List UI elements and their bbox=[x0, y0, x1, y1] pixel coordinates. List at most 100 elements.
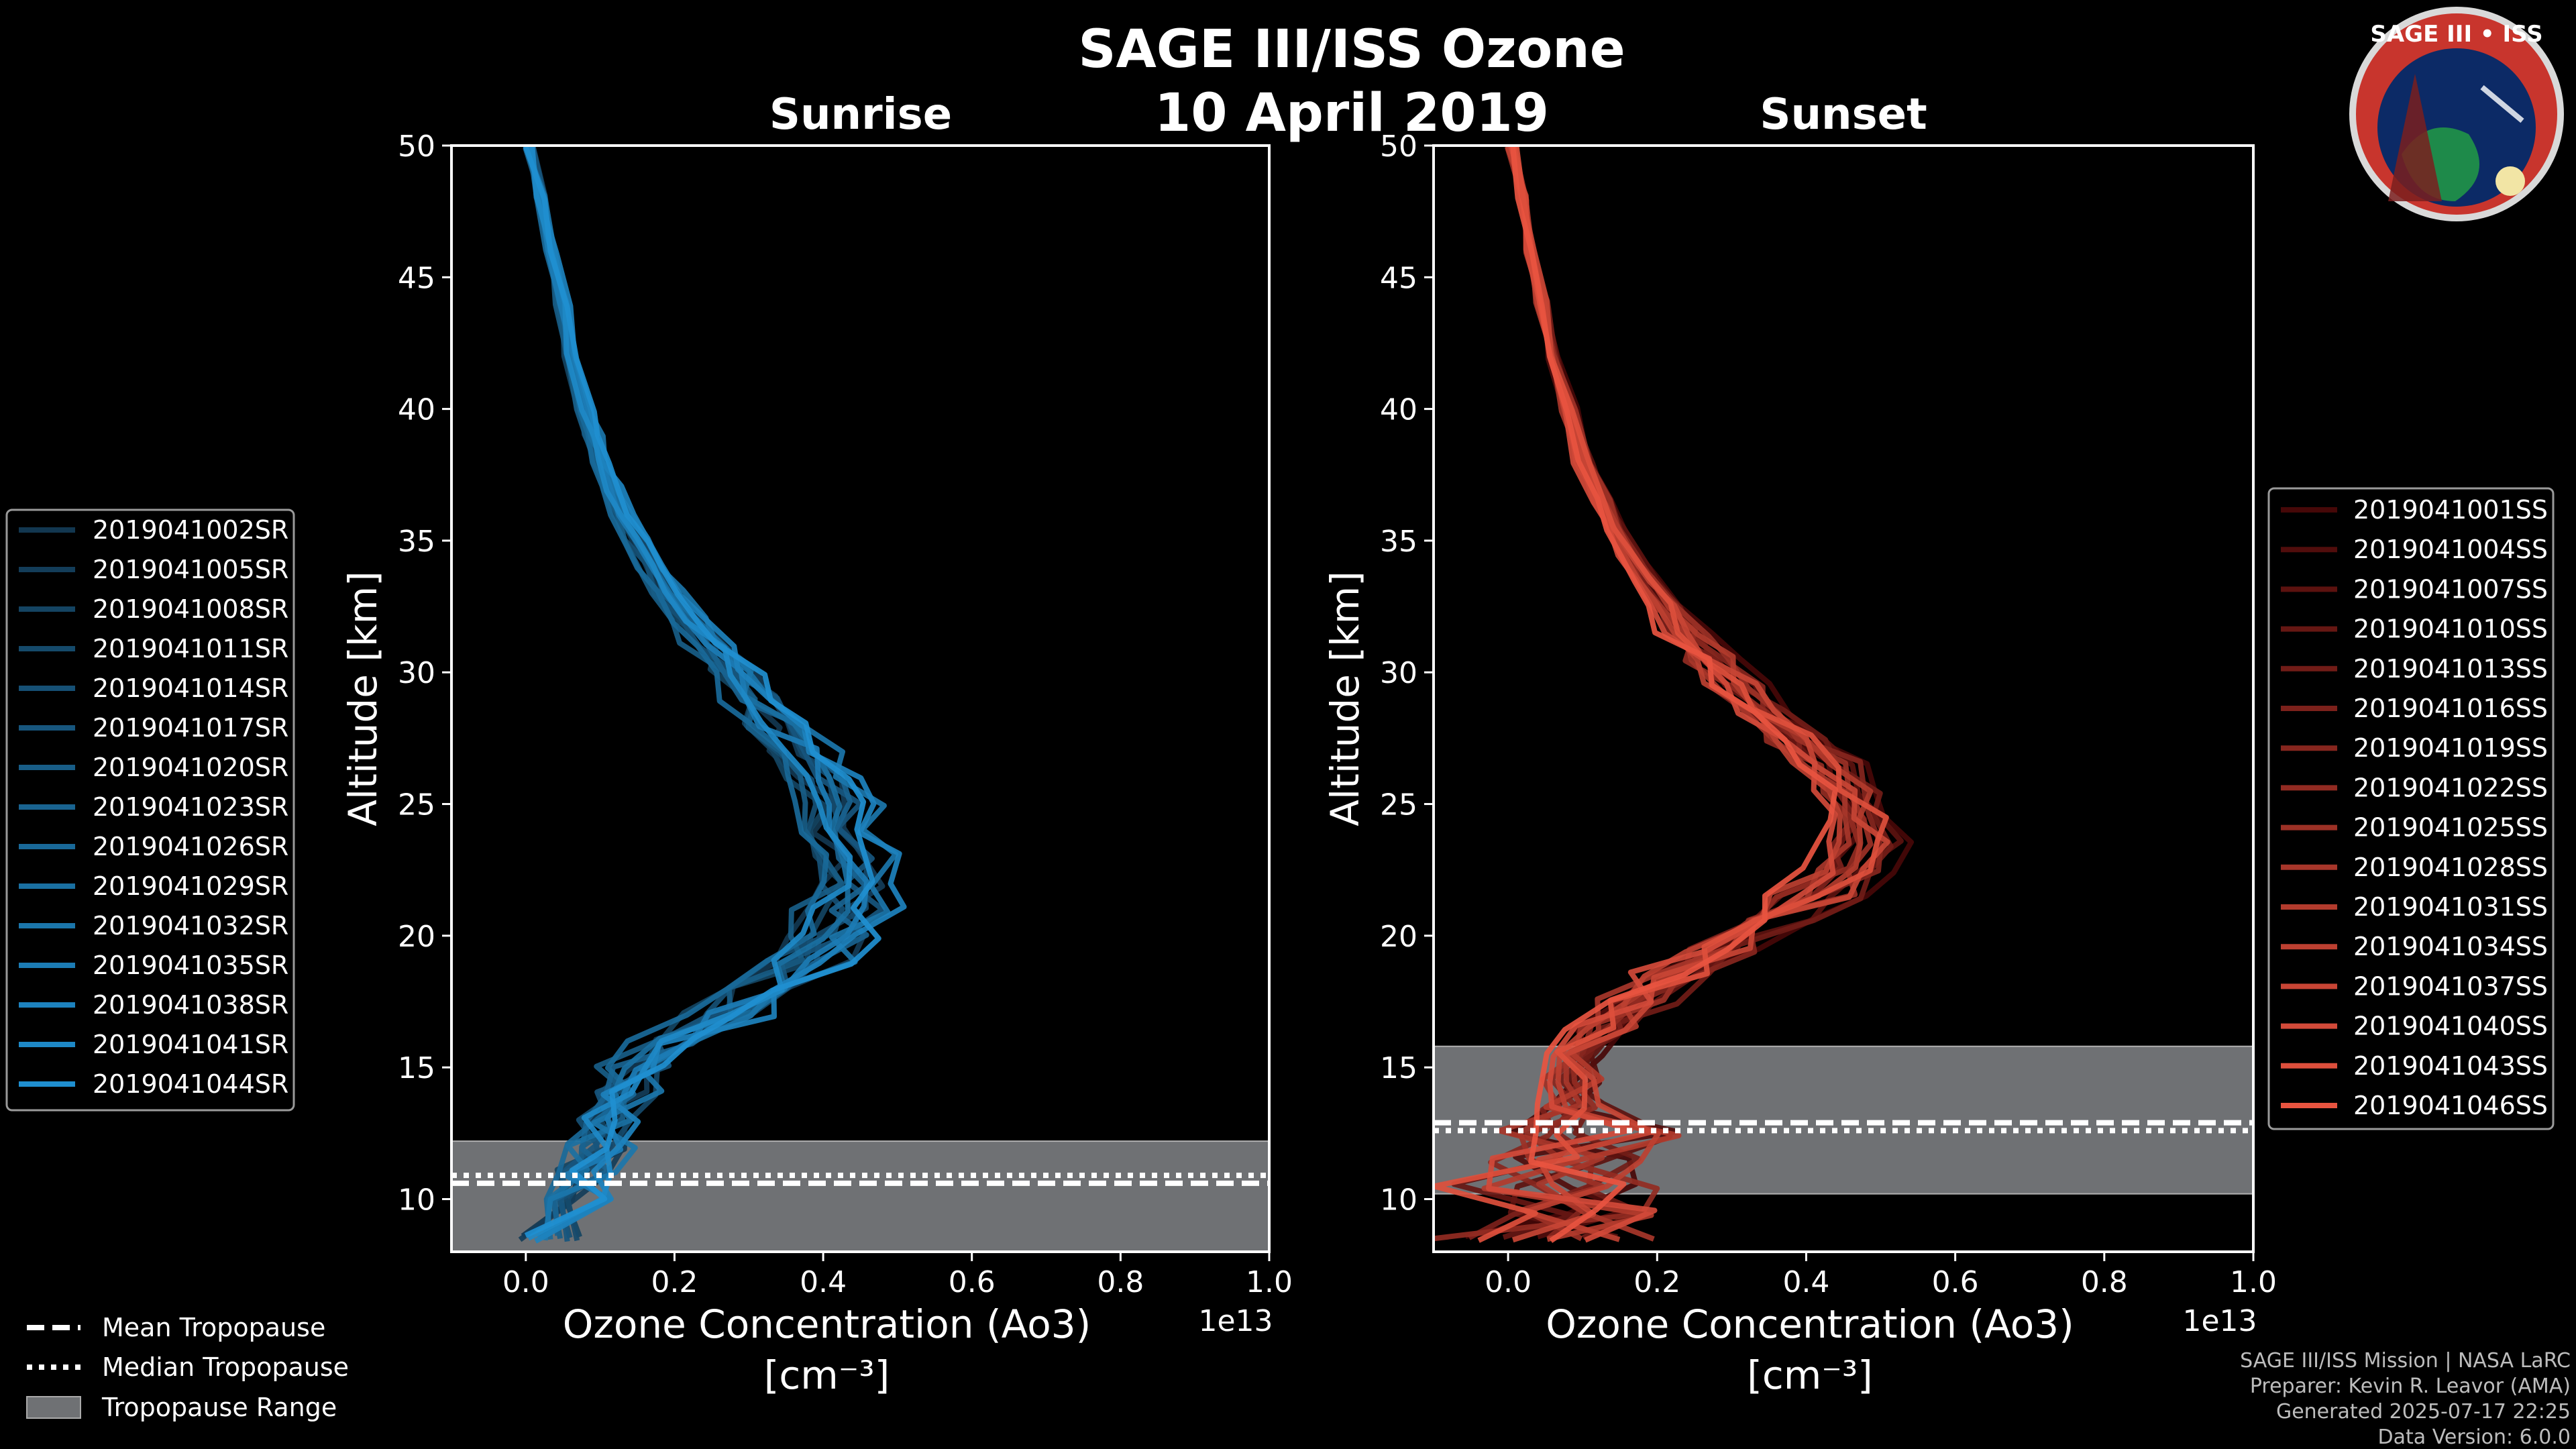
sunrise-legend: 2019041002SR 2019041005SR 2019041008SR 2019… bbox=[5, 508, 295, 1112]
legend-label-2019041038SR: 2019041038SR bbox=[93, 990, 288, 1020]
sunrise-y-axis-label: Altitude [km] bbox=[340, 571, 386, 826]
tropopause-range-label: Tropopause Range bbox=[101, 1393, 337, 1422]
sunset-ytick-label: 20 bbox=[1380, 920, 1417, 954]
legend-label-2019041031SS: 2019041031SS bbox=[2353, 892, 2548, 922]
sunset-ytick-label: 25 bbox=[1380, 788, 1417, 822]
badge-title: SAGE III • ISS bbox=[2370, 21, 2542, 48]
legend-label-2019041020SR: 2019041020SR bbox=[93, 753, 288, 782]
credit-line-2: Preparer: Kevin R. Leavor (AMA) bbox=[2250, 1375, 2571, 1398]
legend-label-2019041004SS: 2019041004SS bbox=[2353, 535, 2548, 564]
credit-line-4: Data Version: 6.0.0 bbox=[2378, 1426, 2571, 1449]
sunrise-xtick-label: 0.0 bbox=[502, 1265, 549, 1299]
legend-label-2019041032SR: 2019041032SR bbox=[93, 911, 288, 941]
sunrise-ytick-label: 35 bbox=[398, 525, 435, 559]
sunset-ytick-label: 10 bbox=[1380, 1183, 1417, 1217]
legend-label-2019041041SR: 2019041041SR bbox=[93, 1030, 288, 1059]
legend-label-2019041026SR: 2019041026SR bbox=[93, 832, 288, 861]
tropopause-legend: Mean Tropopause Median Tropopause Tropop… bbox=[26, 1313, 349, 1422]
sunset-ytick-label: 45 bbox=[1380, 261, 1417, 295]
legend-label-2019041046SS: 2019041046SS bbox=[2353, 1091, 2548, 1120]
sunrise-xtick-label: 0.2 bbox=[651, 1265, 698, 1299]
profile-line-2019041044SR bbox=[523, 146, 881, 1238]
sunset-xtick-label: 0.0 bbox=[1485, 1265, 1532, 1299]
legend-label-2019041019SS: 2019041019SS bbox=[2353, 733, 2548, 763]
sunrise-ytick-label: 20 bbox=[398, 920, 435, 954]
sunset-legend: 2019041001SS 2019041004SS 2019041007SS 2019… bbox=[2267, 487, 2555, 1130]
credit-line-1: SAGE III/ISS Mission | NASA LaRC bbox=[2240, 1349, 2571, 1373]
sunrise-ytick-label: 30 bbox=[398, 656, 435, 690]
credit-line-3: Generated 2025-07-17 22:25 bbox=[2276, 1400, 2571, 1424]
badge-station-icon bbox=[2480, 85, 2524, 123]
sunset-ytick-label: 35 bbox=[1380, 525, 1417, 559]
sunset-y-axis-label: Altitude [km] bbox=[1322, 571, 1368, 826]
sunrise-xtick-label: 0.8 bbox=[1097, 1265, 1144, 1299]
sunset-legend-frame bbox=[2267, 487, 2555, 1130]
mean-tropopause-label: Mean Tropopause bbox=[102, 1313, 325, 1342]
sunset-panel: 0.0 0.2 0.4 0.6 0.8 1.0 10 15 20 25 30 35 40 45 50 1e13… bbox=[1322, 129, 2277, 1398]
legend-label-2019041035SR: 2019041035SR bbox=[93, 951, 288, 980]
legend-label-2019041029SR: 2019041029SR bbox=[93, 871, 288, 901]
sunset-xtick-label: 0.6 bbox=[1932, 1265, 1979, 1299]
sunrise-ytick-label: 15 bbox=[398, 1051, 435, 1085]
sunrise-xtick-label: 1.0 bbox=[1246, 1265, 1293, 1299]
sunset-xtick-label: 0.2 bbox=[1633, 1265, 1680, 1299]
sunrise-legend-frame bbox=[5, 508, 295, 1112]
sunrise-xtick-label: 0.4 bbox=[800, 1265, 847, 1299]
legend-label-2019041014SR: 2019041014SR bbox=[93, 674, 288, 703]
legend-label-2019041008SR: 2019041008SR bbox=[93, 594, 288, 624]
sunset-profiles bbox=[1434, 146, 1914, 1243]
mission-badge-logo: SAGE III • ISS bbox=[2349, 7, 2564, 221]
sunset-xtick-label: 0.8 bbox=[2081, 1265, 2128, 1299]
sunrise-ytick-label: 40 bbox=[398, 393, 435, 427]
profile-line-2019041037SS bbox=[1511, 147, 1890, 1243]
sunset-ytick-label: 15 bbox=[1380, 1051, 1417, 1085]
sunset-axes-frame bbox=[1432, 144, 2255, 1253]
sunrise-panel-title: Sunrise bbox=[769, 90, 952, 140]
legend-label-2019041022SS: 2019041022SS bbox=[2353, 773, 2548, 802]
legend-label-2019041001SS: 2019041001SS bbox=[2353, 495, 2548, 525]
median-tropopause-label: Median Tropopause bbox=[102, 1352, 349, 1382]
sunrise-ytick-label: 10 bbox=[398, 1183, 435, 1217]
sunrise-ytick-label: 50 bbox=[398, 129, 435, 164]
sunrise-panel: 0.0 0.2 0.4 0.6 0.8 1.0 10 15 20 25 30 35 40 45 50 1e13… bbox=[340, 129, 1293, 1398]
legend-label-2019041025SS: 2019041025SS bbox=[2353, 813, 2548, 843]
legend-label-2019041028SS: 2019041028SS bbox=[2353, 853, 2548, 882]
sunrise-ytick-label: 45 bbox=[398, 261, 435, 295]
sunrise-x-scale-label: 1e13 bbox=[1198, 1304, 1273, 1338]
legend-label-2019041013SS: 2019041013SS bbox=[2353, 654, 2548, 684]
sunrise-axes-frame bbox=[450, 144, 1271, 1253]
tropopause-range-swatch bbox=[26, 1396, 81, 1419]
sunset-ytick-label: 30 bbox=[1380, 656, 1417, 690]
sunset-x-scale-label: 1e13 bbox=[2182, 1304, 2257, 1338]
legend-label-2019041023SR: 2019041023SR bbox=[93, 792, 288, 822]
profile-line-2019041041SR bbox=[527, 146, 853, 1241]
sunset-ytick-label: 40 bbox=[1380, 393, 1417, 427]
legend-label-2019041002SR: 2019041002SR bbox=[93, 515, 288, 545]
sunset-panel-title: Sunset bbox=[1760, 90, 1927, 140]
profile-line-2019041046SS bbox=[1510, 146, 1838, 1243]
badge-sun-icon bbox=[2496, 166, 2525, 196]
legend-label-2019041016SS: 2019041016SS bbox=[2353, 694, 2548, 723]
sunset-x-axis-label: Ozone Concentration (Ao3) bbox=[1546, 1301, 2074, 1347]
legend-label-2019041037SS: 2019041037SS bbox=[2353, 971, 2548, 1001]
sunrise-profiles bbox=[518, 146, 907, 1244]
legend-label-2019041010SS: 2019041010SS bbox=[2353, 614, 2548, 644]
legend-label-2019041007SS: 2019041007SS bbox=[2353, 574, 2548, 604]
sunset-xtick-label: 0.4 bbox=[1782, 1265, 1829, 1299]
figure-title: SAGE III/ISS Ozone bbox=[1078, 19, 1625, 80]
legend-label-2019041044SR: 2019041044SR bbox=[93, 1069, 288, 1099]
sunset-xtick-label: 1.0 bbox=[2230, 1265, 2277, 1299]
legend-label-2019041011SR: 2019041011SR bbox=[93, 634, 288, 663]
sunset-x-axis-unit: [cm⁻³] bbox=[1747, 1352, 1873, 1398]
figure-date: 10 April 2019 bbox=[1155, 83, 1549, 144]
sunrise-x-axis-unit: [cm⁻³] bbox=[764, 1352, 890, 1398]
legend-label-2019041005SR: 2019041005SR bbox=[93, 555, 288, 584]
legend-label-2019041043SS: 2019041043SS bbox=[2353, 1051, 2548, 1081]
legend-label-2019041040SS: 2019041040SS bbox=[2353, 1012, 2548, 1041]
sunrise-x-axis-label: Ozone Concentration (Ao3) bbox=[563, 1301, 1091, 1347]
sunrise-xtick-label: 0.6 bbox=[949, 1265, 996, 1299]
badge-figure-icon bbox=[2388, 74, 2442, 201]
sunrise-ytick-label: 25 bbox=[398, 788, 435, 822]
